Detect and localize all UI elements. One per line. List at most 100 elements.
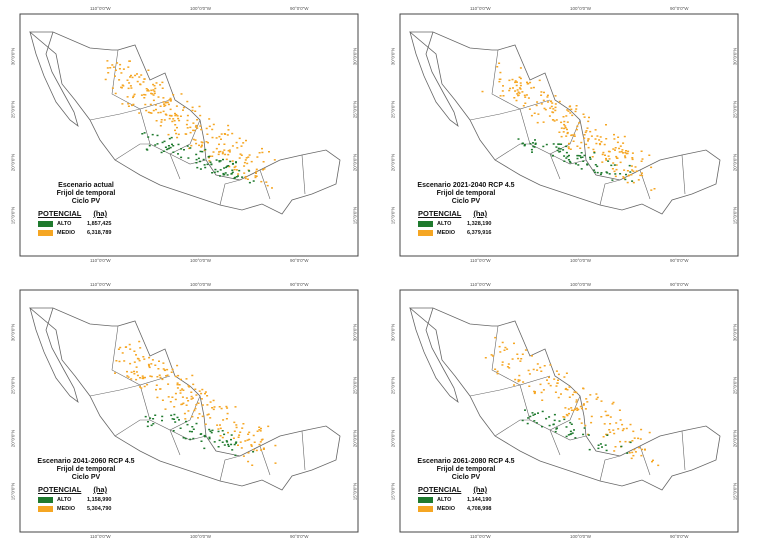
medio-pixel xyxy=(168,99,171,101)
alto-pixel xyxy=(162,150,165,152)
alto-pixel xyxy=(177,153,179,155)
medio-pixel xyxy=(177,374,180,377)
alto-pixel xyxy=(161,415,164,418)
alto-pixel xyxy=(209,430,212,432)
medio-pixel xyxy=(567,408,570,410)
medio-pixel xyxy=(263,168,266,170)
medio-pixel xyxy=(104,78,107,81)
medio-pixel xyxy=(540,391,543,394)
legend-item-alto: ALTO 1,158,990 xyxy=(26,497,146,503)
medio-pixel xyxy=(630,165,633,167)
alto-pixel xyxy=(534,142,537,145)
alto-pixel xyxy=(583,427,586,429)
medio-pixel xyxy=(171,396,174,398)
medio-pixel xyxy=(641,174,644,177)
medio-pixel xyxy=(569,112,572,114)
medio-pixel xyxy=(233,166,236,168)
medio-pixel xyxy=(575,407,578,410)
medio-pixel xyxy=(262,169,264,171)
medio-pixel xyxy=(187,385,190,387)
alto-pixel xyxy=(569,161,572,164)
potencial-label: POTENCIAL xyxy=(418,209,462,218)
alto-pixel xyxy=(568,154,570,157)
alto-pixel xyxy=(208,437,211,440)
medio-pixel xyxy=(106,67,109,69)
medio-pixel xyxy=(183,412,186,415)
medio-pixel xyxy=(508,79,511,82)
medio-pixel xyxy=(144,94,147,96)
alto-pixel xyxy=(582,160,585,162)
medio-pixel xyxy=(116,62,119,64)
medio-pixel xyxy=(164,102,167,104)
state-boundary xyxy=(111,325,171,386)
medio-pixel xyxy=(206,395,209,397)
medio-pixel xyxy=(194,407,197,410)
medio-pixel xyxy=(175,105,178,107)
latitude-label: 15°0'0"N xyxy=(390,482,396,501)
alto-pixel xyxy=(226,174,229,176)
unit-label: (ha) xyxy=(473,485,488,494)
alto-pixel xyxy=(563,418,566,421)
alto-pixel xyxy=(548,416,551,418)
medio-pixel xyxy=(614,446,617,448)
alto-pixel xyxy=(174,421,177,423)
medio-pixel xyxy=(501,361,504,363)
alto-pixel xyxy=(563,155,566,157)
alto-pixel xyxy=(545,143,548,146)
latitude-label: 25°0'0"N xyxy=(10,100,16,119)
medio-pixel xyxy=(638,446,641,449)
alto-pixel xyxy=(593,152,596,154)
medio-pixel xyxy=(616,141,619,144)
alto-pixel xyxy=(154,144,157,146)
alto-pixel xyxy=(199,150,202,153)
medio-pixel xyxy=(518,87,521,89)
latitude-label: 20°0'0"N xyxy=(10,429,16,448)
medio-pixel xyxy=(580,141,583,144)
medio-pixel xyxy=(200,392,203,395)
medio-pixel xyxy=(258,429,261,431)
medio-pixel xyxy=(573,133,576,136)
medio-pixel xyxy=(130,74,132,77)
medio-pixel xyxy=(125,346,128,348)
medio-pixel xyxy=(496,372,499,375)
alto-pixel xyxy=(204,148,207,151)
medio-pixel xyxy=(531,355,533,357)
alto-pixel xyxy=(556,427,558,429)
alto-pixel xyxy=(533,146,536,148)
medio-pixel xyxy=(217,428,220,430)
medio-pixel xyxy=(632,430,635,433)
medio-pixel xyxy=(595,393,598,395)
legend-label: MEDIO xyxy=(57,506,76,512)
medio-pixel xyxy=(114,69,117,71)
medio-pixel xyxy=(191,415,194,418)
medio-pixel xyxy=(520,358,523,360)
legend-label: MEDIO xyxy=(437,506,456,512)
medio-pixel xyxy=(498,345,501,348)
medio-pixel xyxy=(181,388,184,390)
medio-pixel xyxy=(197,417,199,419)
medio-pixel xyxy=(260,449,263,451)
medio-pixel xyxy=(564,407,567,409)
medio-pixel xyxy=(617,428,620,430)
potencial-label: POTENCIAL xyxy=(418,485,462,494)
longitude-label: 90°0'0"W xyxy=(290,258,309,263)
medio-pixel xyxy=(201,404,204,406)
medio-pixel xyxy=(626,181,629,184)
medio-pixel xyxy=(225,158,228,161)
medio-pixel xyxy=(568,412,570,415)
medio-pixel xyxy=(255,170,258,173)
medio-pixel xyxy=(273,159,276,161)
latitude-label: 15°0'0"N xyxy=(732,206,738,225)
medio-pixel xyxy=(542,121,545,123)
medio-pixel xyxy=(233,421,236,424)
medio-pixel xyxy=(527,82,530,85)
medio-pixel xyxy=(143,385,146,388)
latitude-label: 25°0'0"N xyxy=(390,100,396,119)
medio-pixel xyxy=(613,133,615,136)
legend-swatch xyxy=(38,497,53,503)
medio-pixel xyxy=(582,403,585,405)
medio-pixel xyxy=(631,152,634,154)
medio-pixel xyxy=(127,105,130,107)
medio-pixel xyxy=(516,93,519,95)
state-boundary xyxy=(491,325,551,386)
